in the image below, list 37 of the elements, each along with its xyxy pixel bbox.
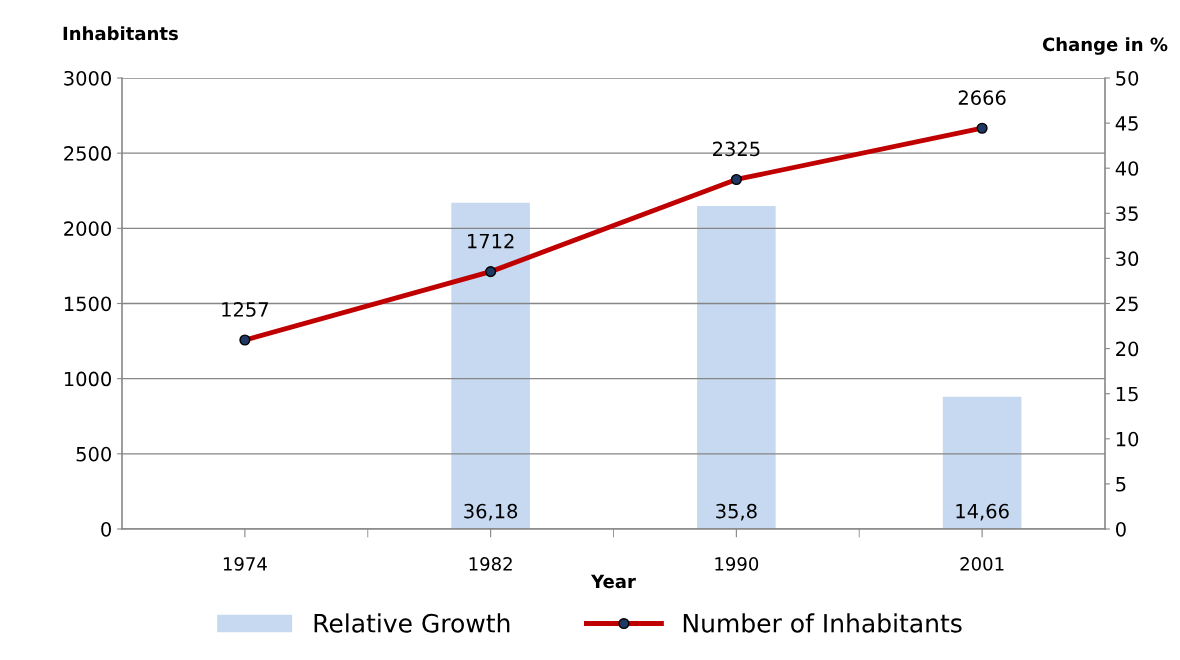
y-tick-label: 0 — [101, 521, 111, 537]
y2-tick-label: 25 — [1116, 296, 1138, 312]
legend-label: Relative Growth — [314, 613, 510, 633]
y2-tick-label: 35 — [1116, 206, 1138, 221]
x-axis-title: Year — [590, 574, 636, 589]
y-tick-label: 500 — [76, 446, 111, 462]
legend-label: Number of Inhabitants — [683, 613, 962, 633]
y-tick-label: 1500 — [64, 296, 111, 312]
y-tick-label: 2500 — [64, 146, 111, 161]
y2-tick-label: 30 — [1116, 251, 1139, 267]
x-tick-label: 1990 — [715, 557, 759, 571]
y2-tick-label: 45 — [1115, 116, 1138, 131]
x-tick-label: 2001 — [960, 557, 1004, 571]
y2-axis-title: Change in % — [1042, 37, 1168, 55]
y-tick-label: 3000 — [64, 70, 111, 86]
data-label: 35,8 — [716, 503, 757, 521]
y2-tick-label: 50 — [1116, 70, 1139, 86]
bar — [451, 202, 530, 529]
y2-tick-label: 0 — [1116, 521, 1126, 537]
data-label: 2666 — [958, 90, 1006, 105]
y2-tick-label: 40 — [1115, 161, 1139, 176]
y-tick-label: 1000 — [64, 371, 111, 387]
bar — [697, 206, 776, 529]
data-label: 1257 — [222, 302, 268, 317]
y2-tick-label: 5 — [1116, 477, 1126, 492]
y2-tick-label: 10 — [1116, 431, 1139, 447]
data-label: 1712 — [468, 233, 514, 249]
x-tick-label: 1974 — [223, 557, 267, 571]
data-label: 14,66 — [956, 503, 1009, 521]
data-label: 2325 — [713, 141, 760, 157]
data-label: 36,18 — [464, 503, 518, 521]
y2-tick-label: 15 — [1116, 386, 1138, 402]
y-tick-label: 2000 — [64, 221, 111, 236]
x-tick-label: 1982 — [469, 557, 512, 571]
y-axis-title: Inhabitants — [63, 26, 178, 41]
y2-tick-label: 20 — [1116, 341, 1139, 357]
bar — [942, 396, 1022, 529]
